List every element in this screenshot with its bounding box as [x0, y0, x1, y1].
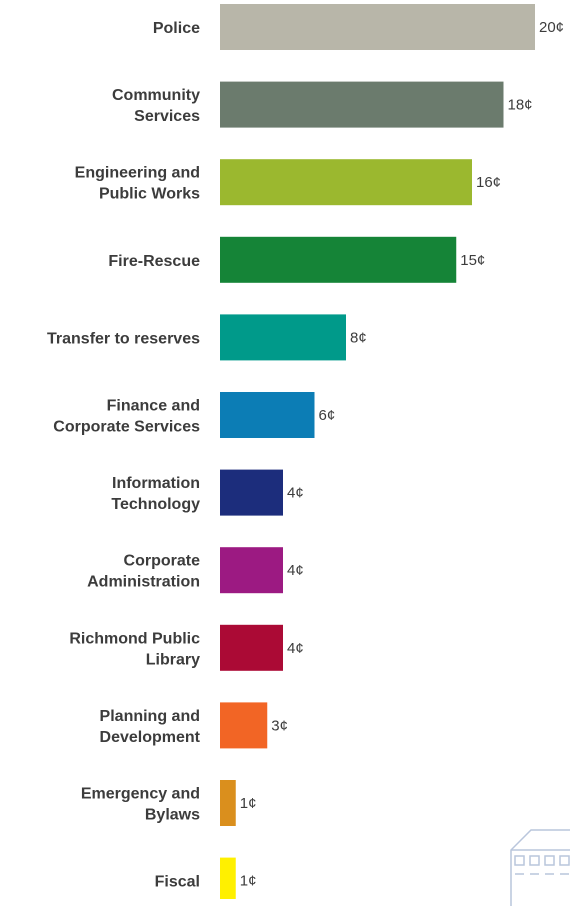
- bar-group: Fiscal 1¢: [155, 857, 257, 899]
- bar-group: Richmond Public Library 4¢: [69, 624, 304, 671]
- category-label: Corporate Administration: [87, 553, 200, 591]
- bar-group: Information Technology 4¢: [111, 469, 304, 516]
- category-label: Finance and Corporate Services: [53, 398, 200, 436]
- bar-group: Fire-Rescue 15¢: [108, 236, 485, 283]
- bar: [220, 236, 457, 283]
- value-label: 1¢: [240, 795, 257, 812]
- bar: [220, 4, 535, 50]
- value-label: 15¢: [460, 252, 485, 269]
- category-label-line: Corporate: [124, 553, 201, 570]
- value-label: 20¢: [539, 19, 564, 36]
- bar: [220, 857, 236, 899]
- bar-group: Corporate Administration 4¢: [87, 547, 304, 594]
- value-label: 3¢: [271, 717, 288, 734]
- bar-group: Finance and Corporate Services 6¢: [53, 392, 335, 438]
- value-label: 4¢: [287, 640, 304, 657]
- bar-group: Police 20¢: [153, 4, 564, 50]
- category-label: Community Services: [112, 87, 200, 125]
- category-label-line: Fire-Rescue: [108, 253, 200, 270]
- building-outline-icon: [509, 826, 570, 906]
- category-label: Police: [153, 20, 200, 37]
- bar-group: Community Services 18¢: [112, 81, 533, 128]
- category-label: Engineering and Public Works: [75, 165, 200, 203]
- bar: [220, 314, 346, 361]
- value-label: 1¢: [240, 873, 257, 890]
- category-label-line: Corporate Services: [53, 419, 200, 436]
- category-label: Information Technology: [111, 475, 200, 513]
- value-label: 18¢: [508, 97, 533, 114]
- bar: [220, 624, 283, 671]
- category-label-line: Community: [112, 87, 200, 104]
- category-label: Richmond Public Library: [69, 630, 200, 668]
- value-label: 4¢: [287, 562, 304, 579]
- value-label: 6¢: [319, 407, 336, 424]
- category-label: Fire-Rescue: [108, 253, 200, 270]
- bar-group: Transfer to reserves 8¢: [47, 314, 367, 361]
- category-label-line: Police: [153, 20, 200, 37]
- value-label: 8¢: [350, 329, 367, 346]
- category-label-line: Information: [112, 475, 200, 492]
- category-label: Emergency and Bylaws: [81, 786, 200, 824]
- bar: [220, 547, 283, 594]
- bar: [220, 469, 283, 516]
- bar: [220, 702, 268, 749]
- bar-group: Emergency and Bylaws 1¢: [81, 780, 257, 826]
- bar: [220, 392, 315, 438]
- category-label-line: Development: [100, 729, 201, 746]
- category-label-line: Transfer to reserves: [47, 330, 200, 347]
- category-label-line: Emergency and: [81, 786, 200, 803]
- category-label-line: Administration: [87, 574, 200, 591]
- category-label: Transfer to reserves: [47, 330, 200, 347]
- value-label: 16¢: [476, 174, 501, 191]
- category-label-line: Fiscal: [155, 874, 200, 891]
- category-label: Fiscal: [155, 874, 200, 891]
- bar-group: Engineering and Public Works 16¢: [75, 159, 501, 206]
- category-label-line: Services: [134, 108, 200, 125]
- bar: [220, 81, 504, 128]
- category-label-line: Bylaws: [145, 807, 200, 824]
- bar: [220, 159, 472, 206]
- category-label-line: Library: [146, 651, 200, 668]
- value-label: 4¢: [287, 485, 304, 502]
- category-label-line: Richmond Public: [69, 630, 200, 647]
- category-label-line: Technology: [111, 496, 200, 513]
- bar: [220, 780, 236, 826]
- category-label: Planning and Development: [100, 708, 201, 746]
- category-label-line: Finance and: [107, 398, 200, 415]
- category-label-line: Planning and: [100, 708, 200, 725]
- category-label-line: Public Works: [99, 186, 200, 203]
- bar-group: Planning and Development 3¢: [100, 702, 288, 749]
- category-label-line: Engineering and: [75, 165, 200, 182]
